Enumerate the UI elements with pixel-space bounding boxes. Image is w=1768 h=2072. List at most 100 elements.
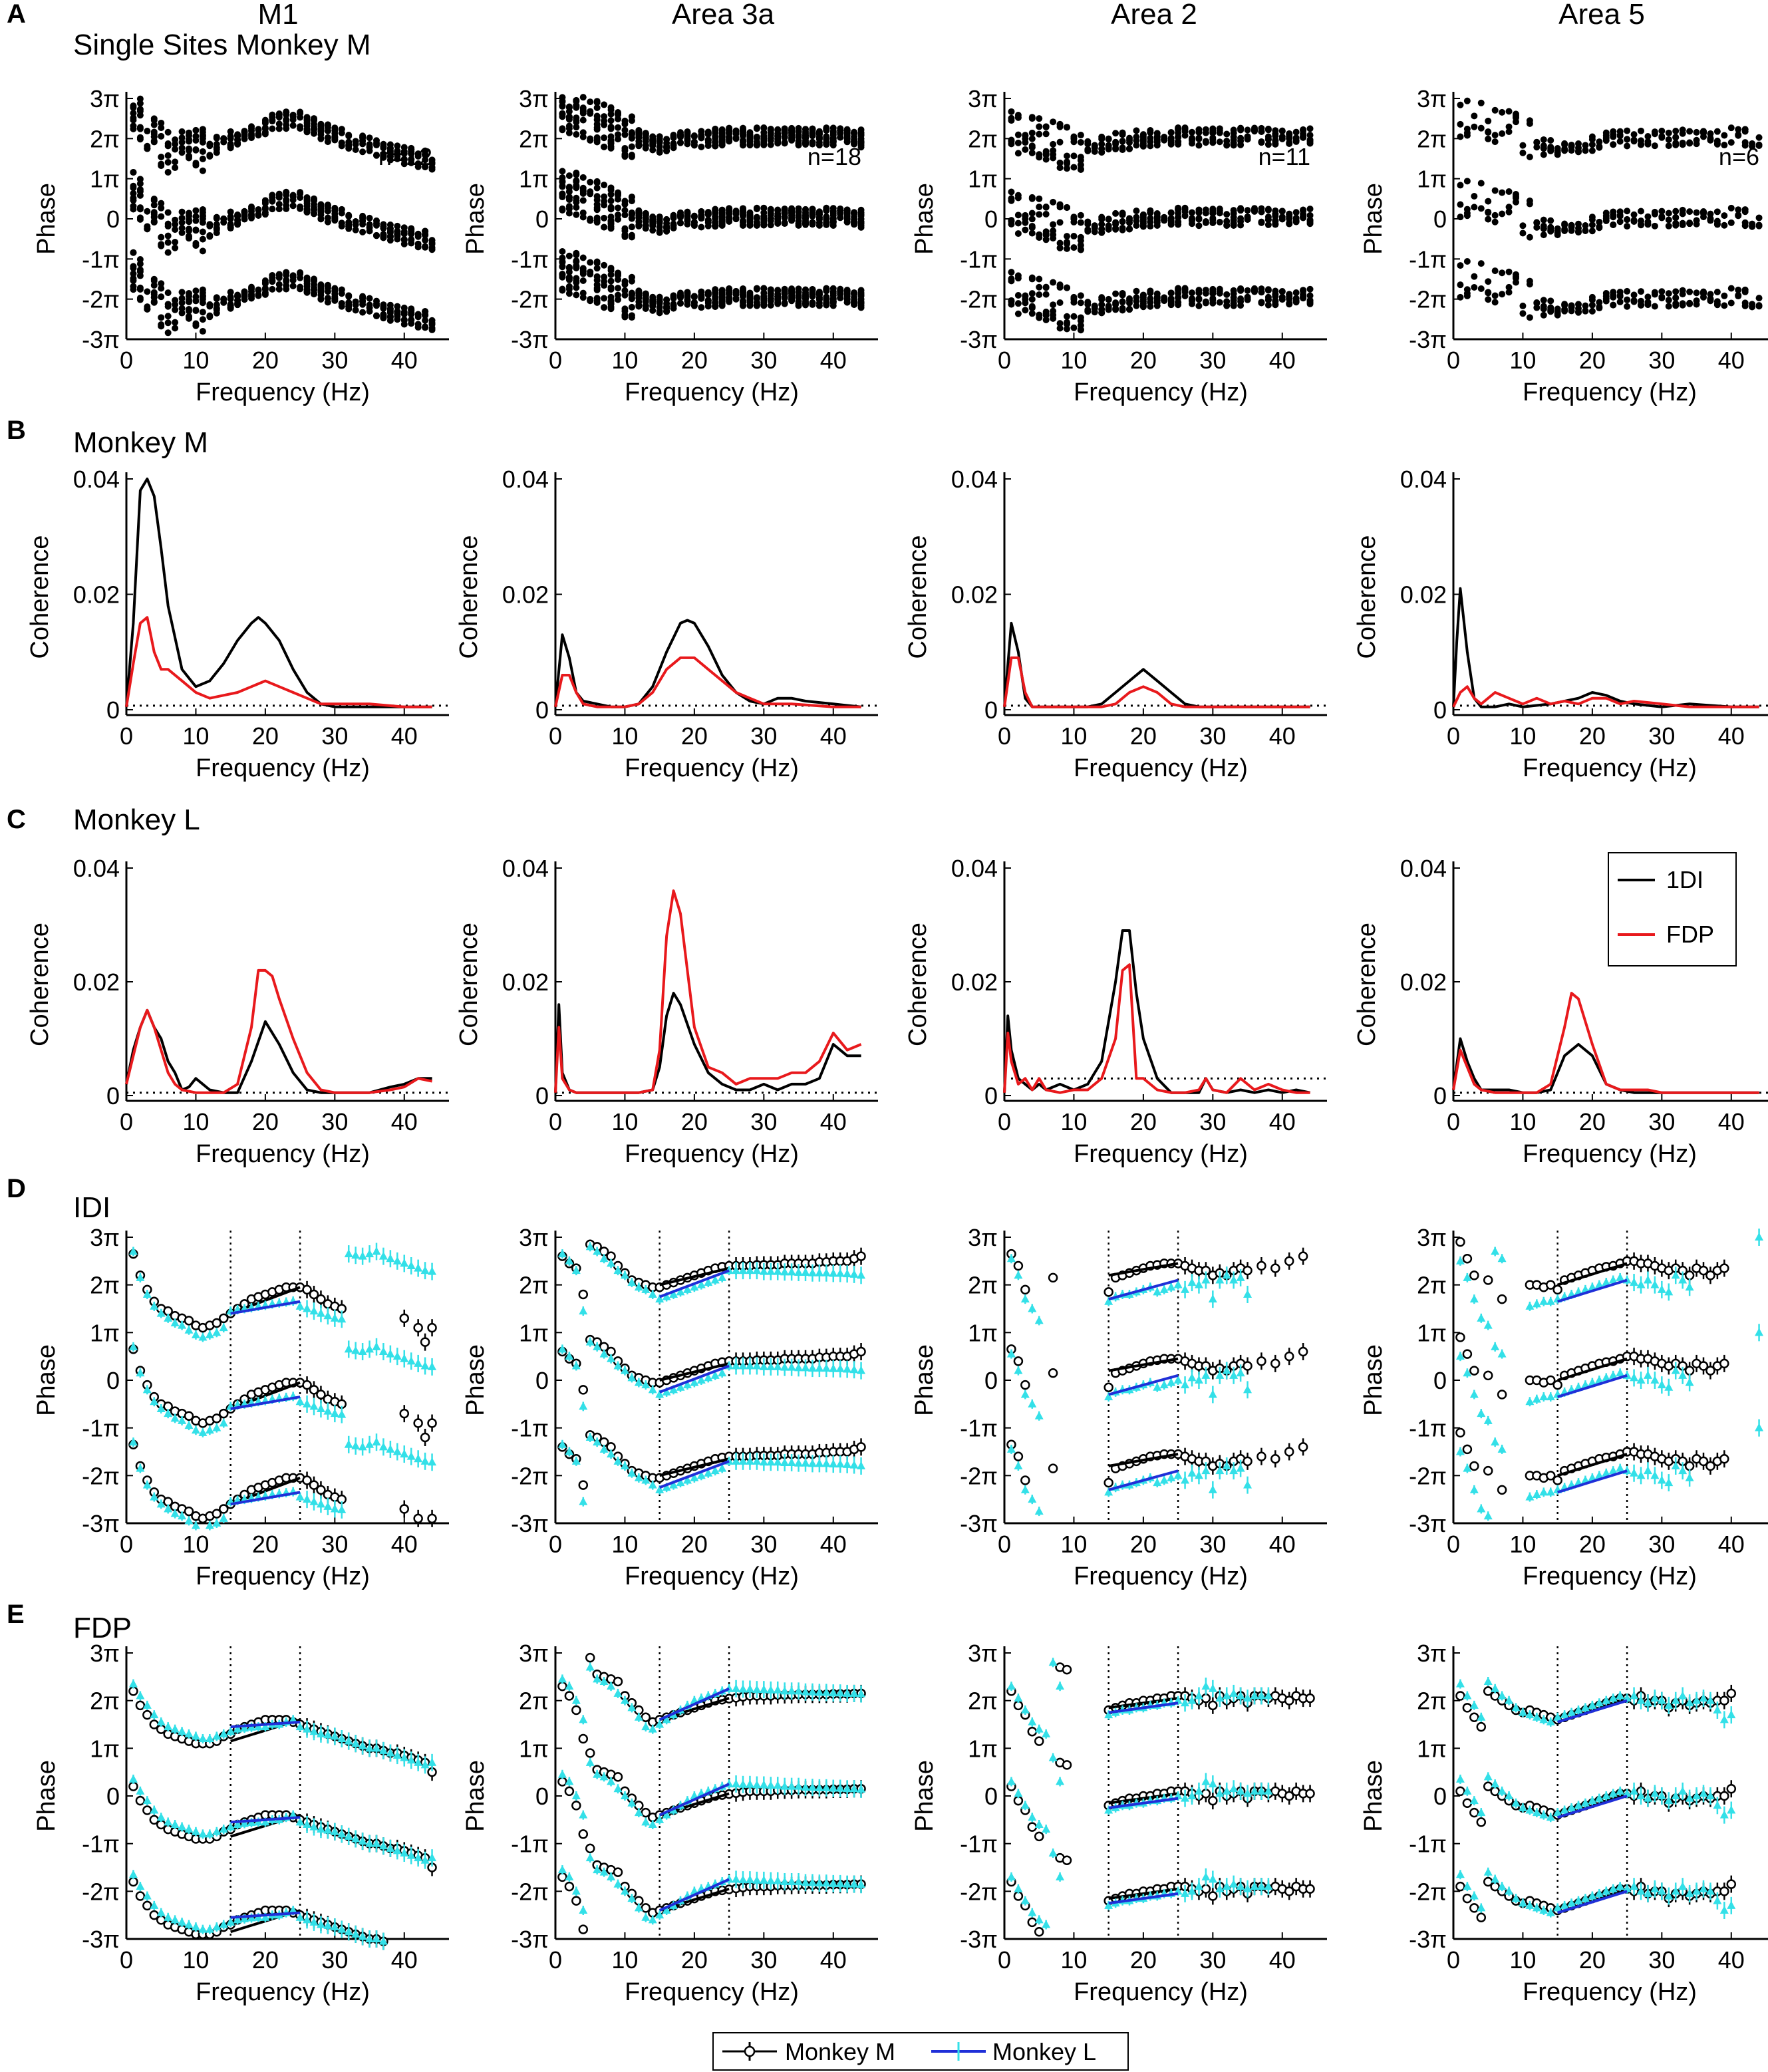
panel-a-area2-site-point xyxy=(1119,226,1126,233)
panel-a-area2-site-point xyxy=(1028,210,1036,217)
panel-a-area3a-site-point xyxy=(621,225,629,232)
panel-a-m1-site-point xyxy=(261,125,269,132)
panel-a-area3a-site-point xyxy=(656,307,663,315)
panel-a-m1-site-point xyxy=(414,311,422,318)
panel-a-area2-site-point xyxy=(1098,296,1105,303)
panel-a-m1-site-point xyxy=(269,118,276,125)
panel-a-m1-site-point xyxy=(178,144,186,152)
panel-a-m1-site-point xyxy=(422,237,429,244)
panel-d-m1-monkey-l-point xyxy=(198,1427,208,1436)
panel-a-m1-site-point xyxy=(136,112,144,119)
panel-a-area3a-site-point xyxy=(565,194,573,201)
panel-a-area2-site-point xyxy=(1306,206,1314,213)
panel-a-area3a-site-point xyxy=(829,124,837,132)
panel-a-area5-site-point xyxy=(1463,212,1471,220)
panel-a-area5-site-point xyxy=(1561,301,1568,308)
panel-a-area5-site-point xyxy=(1658,295,1666,302)
panel-d-area2-y-tick-label: 2π xyxy=(968,1272,998,1299)
panel-a-area2-site-point xyxy=(1028,303,1036,310)
panel-a-area5-site-point xyxy=(1485,216,1492,223)
panel-a-area5-site-point xyxy=(1713,298,1721,305)
panel-a-m1-x-tick-label: 10 xyxy=(182,347,209,374)
panel-a-m1-site-point xyxy=(234,213,241,220)
panel-a-area3a-site-point xyxy=(704,303,712,310)
panel-c-m1-x-tick-label: 20 xyxy=(252,1108,279,1135)
panel-a-area3a-site-point xyxy=(726,126,733,134)
panel-a-area2-site-point xyxy=(1126,217,1133,224)
panel-a-area3a-site-point xyxy=(593,112,601,120)
panel-a-m1-site-point xyxy=(324,285,331,292)
panel-a-area5-site-point xyxy=(1485,278,1492,285)
panel-a-m1-y-tick-label: 2π xyxy=(90,125,120,152)
panel-c-area3a-x-tick-label: 40 xyxy=(820,1108,847,1135)
panel-a-m1-site-point xyxy=(178,149,186,156)
panel-a-m1-y-tick-label: -1π xyxy=(82,245,120,273)
panel-a-area3a-site-point xyxy=(656,147,663,154)
panel-a-area2-site-point xyxy=(1070,299,1078,306)
panel-a-m1-site-point xyxy=(289,111,297,118)
panel-d-area3a-monkey-l-point xyxy=(849,1365,859,1374)
panel-a-area5-site-point xyxy=(1644,299,1652,306)
panel-a-area5-site-point xyxy=(1727,219,1735,226)
panel-a-m1-site-point xyxy=(199,206,206,213)
panel-a-area2-site-point xyxy=(1105,216,1112,223)
panel-a-area5-site-point xyxy=(1700,288,1707,295)
panel-a-m1-site-point xyxy=(158,321,165,329)
panel-a-area3a-site-point xyxy=(718,206,726,214)
panel-a-area3a-site-point xyxy=(843,134,851,142)
panel-a-area5-site-point xyxy=(1651,291,1658,298)
panel-a-area3a-site-point xyxy=(615,204,621,212)
panel-d-area3a-monkey-m-point xyxy=(856,1251,866,1261)
panel-a-area2-site-point xyxy=(1042,204,1050,211)
panel-b-area5-series-fdp-line xyxy=(1452,685,1759,708)
panel-a-m1-site-point xyxy=(428,159,436,166)
panel-a-m1-site-point xyxy=(150,299,158,306)
panel-a-m1-site-point xyxy=(186,227,192,234)
panel-a-area5-site-point xyxy=(1533,138,1541,146)
panel-a-m1-site-point xyxy=(213,306,220,313)
panel-a-area5-site-point xyxy=(1596,144,1603,151)
panel-a-m1-site-point xyxy=(199,328,206,335)
panel-a-area3a-site-point xyxy=(607,214,615,221)
panel-a-area5-site-point xyxy=(1679,287,1686,294)
panel-a-area2-site-point xyxy=(1064,152,1070,160)
panel-d-m1-monkey-l-point xyxy=(330,1504,339,1513)
panel-c-area2-x-tick-label: 10 xyxy=(1060,1108,1087,1135)
panel-a-m1-site-point xyxy=(428,319,436,327)
panel-d-area2-y-tick-label: 1π xyxy=(968,1319,998,1346)
panel-c-area2-x-tick-label: 30 xyxy=(1199,1108,1226,1135)
panel-a-area5-y-tick-label: 3π xyxy=(1417,85,1447,112)
panel-a-area2-site-point xyxy=(1036,211,1043,218)
panel-a-area3a-x-tick-label: 10 xyxy=(611,347,638,374)
panel-a-area2-site-point xyxy=(1237,302,1245,309)
panel-a-area3a-site-point xyxy=(712,223,719,230)
panel-a-area3a-site-point xyxy=(628,312,635,319)
panel-a-area5-site-point xyxy=(1561,147,1568,154)
panel-a-area5-site-point xyxy=(1616,292,1624,299)
panel-a-area5-site-point xyxy=(1491,299,1499,306)
panel-a-area5-y-tick-label: -3π xyxy=(1409,326,1447,353)
panel-a-area2-site-point xyxy=(1195,222,1203,229)
panel-a-area5-site-point xyxy=(1713,218,1721,225)
panel-a-m1-site-point xyxy=(400,311,408,318)
panel-a-area2-site-point xyxy=(1105,305,1112,312)
panel-a-area5-y-tick-label: -1π xyxy=(1409,245,1447,273)
panel-a-area3a-site-point xyxy=(573,263,580,271)
panel-a-area2-site-point xyxy=(1077,246,1084,253)
panel-a-m1-site-point xyxy=(150,138,158,146)
panel-a-area5-site-point xyxy=(1471,284,1478,291)
panel-a-m1-site-point xyxy=(150,202,158,209)
panel-b-area2-y-axis-title: Coherence xyxy=(904,535,932,659)
panel-d-area2-x-tick-label: 0 xyxy=(998,1531,1011,1558)
panel-a-area2-site-point xyxy=(1195,142,1203,149)
panel-d-area2-y-tick-label: -2π xyxy=(960,1462,998,1489)
panel-a-area3a-site-point xyxy=(601,261,608,269)
panel-d-m1-monkey-l-point xyxy=(386,1349,395,1358)
panel-a-area5-site-point xyxy=(1561,220,1568,227)
panel-d-m1-monkey-l-point xyxy=(303,1304,312,1312)
panel-a-area2-site-point xyxy=(1139,220,1147,227)
panel-a-area2-x-tick-label: 0 xyxy=(998,347,1011,374)
panel-a-area2-site-point xyxy=(1112,290,1119,297)
